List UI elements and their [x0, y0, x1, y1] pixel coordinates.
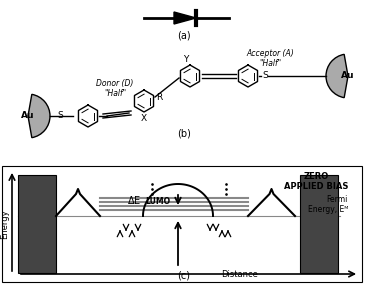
Text: S: S — [58, 110, 63, 120]
Wedge shape — [28, 94, 50, 138]
Wedge shape — [326, 54, 348, 98]
Text: Y: Y — [183, 55, 189, 64]
Text: Au: Au — [341, 72, 355, 80]
Text: (b): (b) — [177, 129, 191, 139]
Bar — [18, 175, 56, 273]
Text: $\Delta$E: $\Delta$E — [127, 194, 141, 206]
Text: Fermi
Energy, Eᴹ: Fermi Energy, Eᴹ — [308, 195, 348, 214]
Bar — [2, 166, 362, 282]
Text: (a): (a) — [177, 30, 191, 40]
Text: X: X — [141, 114, 147, 123]
Text: Energy: Energy — [0, 209, 10, 239]
Text: Distance: Distance — [222, 270, 258, 279]
Text: Donor (D)
"Half": Donor (D) "Half" — [96, 79, 134, 98]
Text: S: S — [262, 72, 268, 80]
Text: LUMO: LUMO — [145, 197, 170, 206]
Text: (c): (c) — [177, 270, 191, 280]
Text: R: R — [156, 93, 162, 103]
Polygon shape — [174, 12, 196, 24]
Bar — [300, 175, 338, 273]
Text: ZERO
APPLIED BIAS: ZERO APPLIED BIAS — [284, 172, 348, 191]
Text: Au: Au — [21, 112, 35, 120]
Text: Acceptor (A)
"Half": Acceptor (A) "Half" — [246, 49, 294, 68]
